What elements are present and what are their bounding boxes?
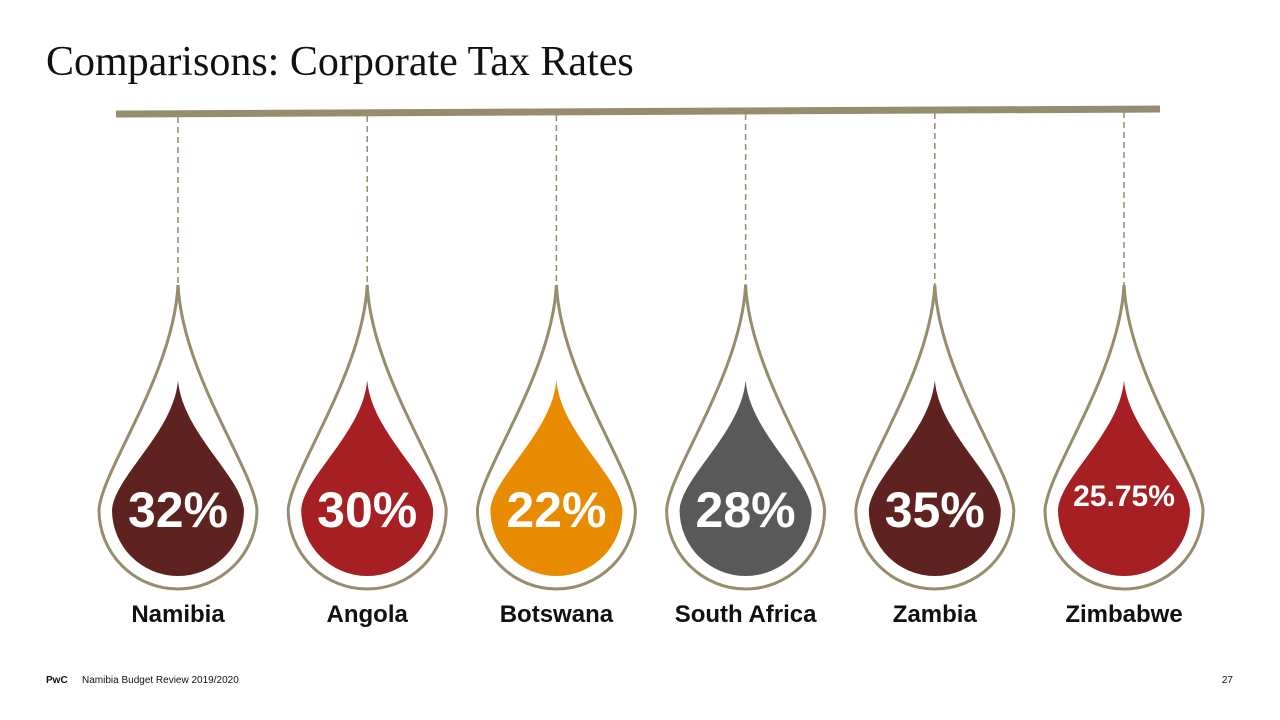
category-label: Namibia	[131, 601, 225, 628]
page-title: Comparisons: Corporate Tax Rates	[46, 39, 634, 85]
drop-namibia	[112, 380, 244, 576]
value-label: 28%	[696, 482, 796, 538]
category-label: Zambia	[893, 601, 978, 628]
footer-brand-logo: PwC	[46, 675, 68, 686]
tax-rate-drop-chart: 32% Namibia 30% Angola 22% Botswana 28% South A…	[97, 105, 1205, 628]
value-label: 30%	[317, 482, 417, 538]
footer-text: Namibia Budget Review 2019/2020	[82, 675, 239, 686]
value-label: 22%	[506, 482, 606, 538]
value-label: 32%	[128, 482, 228, 538]
category-label: Botswana	[500, 601, 614, 628]
value-label: 25.75%	[1073, 480, 1175, 513]
category-label: Angola	[327, 601, 409, 628]
drop-angola	[301, 380, 434, 576]
hanging-bar	[115, 105, 1161, 118]
drop-south-africa	[679, 380, 812, 576]
drop-zimbabwe	[1058, 380, 1190, 576]
value-label: 35%	[885, 482, 985, 538]
category-label: Zimbabwe	[1065, 601, 1182, 628]
drop-zambia	[868, 380, 1001, 576]
category-label: South Africa	[675, 601, 817, 628]
page-number: 27	[1221, 675, 1233, 686]
drop-botswana	[490, 380, 623, 576]
